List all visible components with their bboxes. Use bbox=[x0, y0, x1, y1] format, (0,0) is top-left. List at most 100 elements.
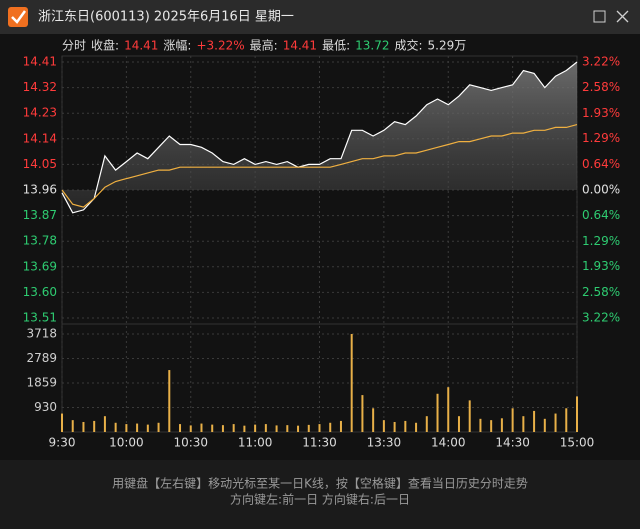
volume-bar bbox=[522, 416, 525, 432]
volume-bar bbox=[350, 334, 353, 432]
volume-bar bbox=[93, 420, 96, 432]
y-tick-label: 14.05 bbox=[23, 157, 57, 171]
volume-tick-label: 930 bbox=[34, 400, 57, 414]
volume-bar bbox=[565, 408, 568, 432]
header: 分时 收盘: 14.41 涨幅: +3.22% 最高: 14.41 最低: 13.72 成交: 5.… bbox=[62, 38, 466, 53]
volume-bar bbox=[415, 422, 418, 432]
y2-tick-label: 3.22% bbox=[582, 55, 620, 69]
price-area bbox=[62, 62, 577, 213]
volume-bar bbox=[157, 422, 160, 432]
volume-bar bbox=[200, 423, 203, 432]
window-title: 浙江东日(600113) 2025年6月16日 星期一 bbox=[38, 10, 294, 25]
y-tick-label: 14.14 bbox=[23, 131, 57, 145]
volume-bar bbox=[264, 424, 267, 432]
volume-bar bbox=[125, 424, 128, 432]
volume-bar bbox=[82, 421, 85, 432]
x-tick-label: 11:30 bbox=[302, 436, 337, 450]
footer-hint: 用键盘【左右键】移动光标至某一日K线，按【空格键】查看当日历史分时走势 bbox=[112, 476, 528, 491]
volume-bar bbox=[318, 424, 321, 432]
y2-tick-label: 1.29% bbox=[582, 131, 620, 145]
header-item: 最低: bbox=[322, 39, 350, 53]
volume-bar bbox=[468, 400, 471, 432]
close-button[interactable] bbox=[616, 10, 629, 23]
header-item: 5.29万 bbox=[428, 39, 467, 53]
volume-tick-label: 3718 bbox=[26, 327, 57, 341]
x-tick-label: 13:30 bbox=[367, 436, 402, 450]
y2-tick-label: 0.64% bbox=[582, 208, 620, 222]
maximize-button[interactable] bbox=[593, 10, 606, 23]
average-line bbox=[61, 124, 578, 208]
header-item: 分时 bbox=[62, 39, 86, 53]
volume-bar bbox=[179, 424, 182, 432]
x-tick-label: 15:00 bbox=[560, 436, 595, 450]
volume-bar bbox=[554, 413, 557, 432]
volume-bar bbox=[189, 425, 192, 432]
volume-bar bbox=[393, 421, 396, 432]
volume-bar bbox=[425, 416, 428, 432]
header-item: 14.41 bbox=[124, 39, 158, 53]
x-tick-label: 9:30 bbox=[49, 436, 76, 450]
volume-bar bbox=[307, 424, 310, 432]
volume-bar bbox=[232, 424, 235, 432]
header-item: 收盘: bbox=[91, 38, 119, 53]
x-tick-label: 10:00 bbox=[109, 436, 144, 450]
volume-bar bbox=[372, 408, 375, 432]
volume-bar bbox=[404, 420, 407, 432]
y-tick-label: 13.78 bbox=[23, 234, 57, 248]
volume-bar bbox=[576, 396, 578, 432]
volume-tick-label: 1859 bbox=[26, 376, 57, 390]
volume-bar bbox=[329, 422, 332, 432]
x-tick-label: 14:30 bbox=[495, 436, 530, 450]
volume-bar bbox=[447, 387, 450, 432]
volume-bar bbox=[168, 370, 171, 432]
volume-bar bbox=[543, 418, 546, 432]
volume-bar bbox=[436, 393, 439, 432]
volume-bar bbox=[479, 418, 482, 432]
y-tick-label: 14.32 bbox=[23, 80, 57, 94]
volume-bar bbox=[500, 418, 503, 432]
volume-bar bbox=[71, 420, 74, 432]
y-tick-label: 13.51 bbox=[23, 311, 57, 325]
volume-bar bbox=[457, 416, 460, 432]
title-bar bbox=[0, 0, 640, 34]
volume-bar bbox=[533, 410, 536, 432]
footer-hint: 方向键左:前一日 方向键右:后一日 bbox=[230, 492, 410, 507]
volume-bar bbox=[221, 425, 224, 432]
volume-tick-label: 2789 bbox=[26, 351, 57, 365]
volume-bar bbox=[286, 425, 289, 432]
y2-tick-label: 0.64% bbox=[582, 157, 620, 171]
y-tick-label: 13.87 bbox=[23, 208, 57, 222]
y-tick-label: 13.96 bbox=[23, 183, 57, 197]
header-item: 13.72 bbox=[355, 39, 389, 53]
x-tick-label: 10:30 bbox=[173, 436, 208, 450]
y-tick-label: 14.23 bbox=[23, 106, 57, 120]
y-tick-label: 13.69 bbox=[23, 259, 57, 273]
y2-tick-label: 2.58% bbox=[582, 80, 620, 94]
header-item: +3.22% bbox=[196, 39, 244, 53]
volume-bar bbox=[254, 424, 257, 432]
x-tick-label: 14:00 bbox=[431, 436, 466, 450]
header-item: 最高: bbox=[250, 38, 278, 53]
header-item: 涨幅: bbox=[163, 38, 191, 53]
volume-bar bbox=[211, 424, 214, 432]
y-tick-label: 14.41 bbox=[23, 55, 57, 69]
volume-bar bbox=[297, 425, 300, 432]
header-item: 14.41 bbox=[283, 39, 317, 53]
volume-bar bbox=[339, 420, 342, 432]
y2-tick-label: 1.93% bbox=[582, 259, 620, 273]
volume-bar bbox=[243, 425, 246, 432]
y2-tick-label: 1.29% bbox=[582, 234, 620, 248]
app-icon-check bbox=[11, 10, 27, 24]
app-icon bbox=[8, 7, 28, 27]
price-line bbox=[61, 61, 578, 214]
y2-tick-label: 1.93% bbox=[582, 106, 620, 120]
volume-bar bbox=[275, 425, 278, 432]
y2-tick-label: 2.58% bbox=[582, 285, 620, 299]
volume-bar bbox=[114, 422, 117, 432]
volume-bar bbox=[490, 420, 493, 432]
volume-bar bbox=[103, 416, 106, 432]
volume-bar bbox=[361, 395, 364, 432]
volume-bar bbox=[146, 424, 149, 432]
header-item: 成交: bbox=[394, 38, 422, 53]
